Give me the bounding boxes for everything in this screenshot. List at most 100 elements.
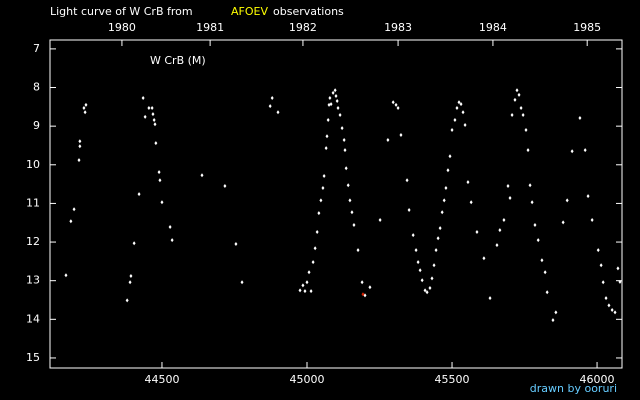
data-point xyxy=(303,289,307,294)
data-point xyxy=(554,310,558,315)
data-point xyxy=(82,105,86,110)
data-point xyxy=(508,196,512,201)
data-point xyxy=(396,105,400,110)
data-point xyxy=(125,298,129,303)
data-point xyxy=(457,100,461,105)
data-point xyxy=(77,158,81,163)
data-point xyxy=(521,112,525,117)
data-point xyxy=(234,241,238,246)
y-tick-label: 8 xyxy=(33,81,40,94)
data-point xyxy=(434,248,438,253)
data-point xyxy=(322,173,326,178)
data-point xyxy=(78,139,82,144)
data-point xyxy=(391,100,395,105)
data-point xyxy=(160,200,164,205)
data-point xyxy=(607,303,611,308)
data-point xyxy=(326,117,330,122)
x2-tick-label: 1981 xyxy=(196,21,224,34)
data-point xyxy=(270,95,274,100)
data-point xyxy=(438,226,442,231)
data-point xyxy=(540,258,544,263)
x2-tick-label: 1983 xyxy=(384,21,412,34)
data-point xyxy=(223,184,227,189)
data-point xyxy=(536,238,540,243)
data-point xyxy=(513,97,517,102)
data-point xyxy=(336,105,340,110)
data-point xyxy=(519,105,523,110)
data-point xyxy=(346,183,350,188)
data-point xyxy=(360,280,364,285)
data-point xyxy=(407,207,411,212)
data-point xyxy=(307,270,311,275)
data-point xyxy=(475,230,479,235)
data-point xyxy=(610,308,614,313)
x2-tick-label: 1985 xyxy=(573,21,601,34)
data-point xyxy=(446,168,450,173)
data-point xyxy=(601,280,605,285)
chart-title: Light curve of W CrB from xyxy=(50,5,193,18)
data-point xyxy=(170,238,174,243)
data-point xyxy=(276,110,280,115)
data-point xyxy=(436,236,440,241)
data-point xyxy=(78,144,82,149)
data-point xyxy=(459,102,463,107)
data-point xyxy=(551,318,555,323)
data-point xyxy=(151,112,155,117)
data-point xyxy=(469,200,473,205)
data-point xyxy=(84,102,88,107)
x-tick-label: 44500 xyxy=(144,373,179,386)
data-point xyxy=(618,279,622,284)
data-point xyxy=(368,285,372,290)
data-point xyxy=(545,290,549,295)
data-point xyxy=(325,134,329,139)
data-point xyxy=(240,280,244,285)
data-point xyxy=(405,178,409,183)
chart-title-source: AFOEV xyxy=(231,5,268,18)
data-point xyxy=(128,280,132,285)
data-point xyxy=(578,116,582,121)
data-point xyxy=(543,270,547,275)
data-point xyxy=(152,117,156,122)
data-point xyxy=(141,95,145,100)
data-point xyxy=(378,218,382,223)
data-point xyxy=(596,248,600,253)
data-point xyxy=(298,288,302,293)
data-point xyxy=(338,112,342,117)
data-point xyxy=(340,126,344,131)
data-point xyxy=(526,148,530,153)
data-point xyxy=(453,117,457,122)
data-point xyxy=(333,88,337,93)
data-point xyxy=(342,138,346,143)
data-point xyxy=(153,122,157,127)
data-point xyxy=(154,141,158,146)
data-point xyxy=(313,246,317,251)
x2-tick-label: 1980 xyxy=(108,21,136,34)
data-point xyxy=(350,210,354,215)
data-point xyxy=(425,290,429,295)
data-point xyxy=(69,219,73,224)
data-point xyxy=(150,105,154,110)
data-point xyxy=(348,198,352,203)
data-point xyxy=(528,183,532,188)
data-point xyxy=(324,146,328,151)
y-tick-label: 7 xyxy=(33,42,40,55)
data-point xyxy=(482,256,486,261)
data-point xyxy=(604,296,608,301)
data-point xyxy=(613,310,617,315)
chart-title-suffix: observations xyxy=(273,5,344,18)
data-point xyxy=(414,248,418,253)
data-point xyxy=(515,88,519,93)
data-point xyxy=(517,92,521,97)
y-tick-label: 15 xyxy=(26,351,40,364)
data-point xyxy=(328,95,332,100)
data-point xyxy=(570,149,574,154)
data-point xyxy=(399,133,403,138)
data-point xyxy=(335,99,339,104)
data-point xyxy=(64,273,68,278)
data-point xyxy=(461,110,465,115)
data-point xyxy=(129,274,133,279)
data-point xyxy=(386,138,390,143)
x-tick-label: 45000 xyxy=(289,373,324,386)
